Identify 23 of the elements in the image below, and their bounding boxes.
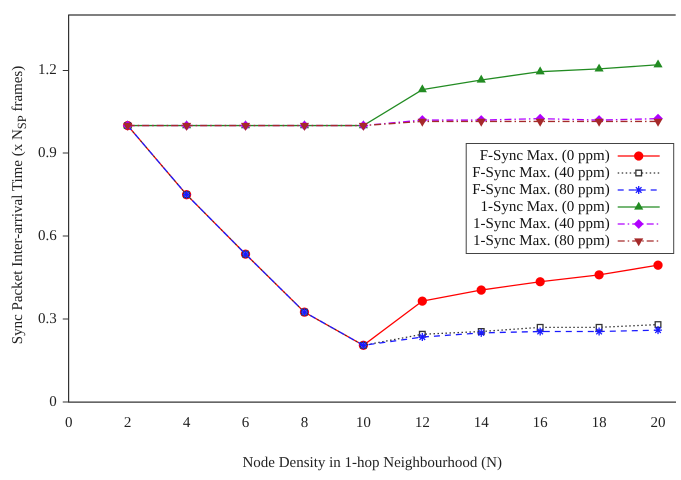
- y-tick-label: 0.3: [38, 311, 57, 328]
- x-tick-label: 8: [300, 414, 308, 431]
- y-tick-label: 1.2: [38, 62, 57, 78]
- x-tick-label: 2: [124, 414, 132, 431]
- x-tick-label: 16: [532, 414, 548, 431]
- x-tick-label: 12: [414, 414, 430, 431]
- y-tick-label: 0: [49, 394, 57, 410]
- legend-label: F-Sync Max. (40 ppm): [472, 164, 610, 181]
- legend-label: F-Sync Max. (0 ppm): [480, 148, 610, 164]
- x-tick-label: 20: [650, 414, 666, 431]
- x-tick-label: 0: [65, 414, 72, 431]
- y-tick-label: 0.6: [38, 228, 58, 244]
- x-tick-label: 6: [242, 414, 250, 431]
- legend-label: 1-Sync Max. (40 ppm): [473, 216, 610, 232]
- x-axis-title: Node Density in 1-hop Neighbourhood (N): [242, 454, 502, 471]
- x-tick-label: 18: [592, 414, 607, 431]
- legend-label: F-Sync Max. (80 ppm): [472, 182, 610, 198]
- legend-label: 1-Sync Max. (80 ppm): [473, 232, 610, 249]
- x-tick-label: 14: [474, 414, 490, 431]
- legend-label: 1-Sync Max. (0 ppm): [480, 198, 610, 215]
- x-tick-label: 10: [356, 414, 371, 431]
- x-tick-label: 4: [182, 414, 191, 431]
- y-tick-label: 0.9: [38, 145, 57, 162]
